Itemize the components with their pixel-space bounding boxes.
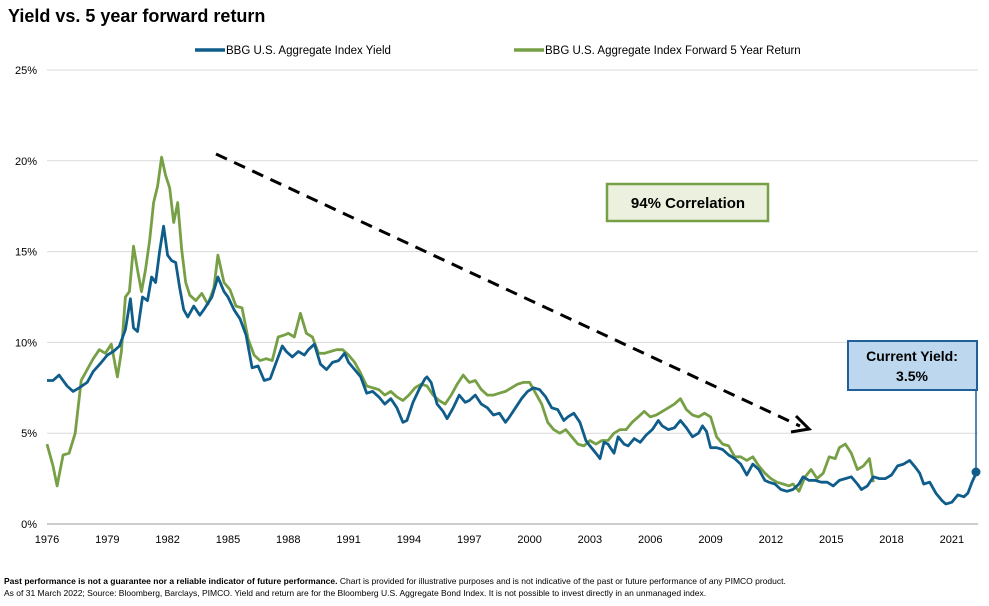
x-tick-label: 1979 <box>95 534 119 546</box>
x-tick-label: 1997 <box>457 534 481 546</box>
x-tick-label: 2021 <box>940 534 964 546</box>
legend: BBG U.S. Aggregate Index Yield BBG U.S. … <box>195 45 801 57</box>
current-yield-value: 3.5% <box>896 368 928 384</box>
x-tick-label: 1982 <box>155 534 179 546</box>
gridlines <box>47 69 978 434</box>
y-tick-label: 0% <box>21 519 37 531</box>
trend-arrow-line <box>215 152 801 428</box>
current-yield-marker <box>971 467 981 477</box>
y-tick-label: 20% <box>15 156 37 168</box>
legend-label-forward: BBG U.S. Aggregate Index Forward 5 Year … <box>545 45 801 57</box>
footer-disclaimer: Past performance is not a guarantee nor … <box>4 575 786 599</box>
x-tick-label: 2006 <box>638 534 662 546</box>
current-yield-callout <box>847 340 978 391</box>
x-tick-label: 1991 <box>336 534 360 546</box>
correlation-box <box>605 182 770 223</box>
footer-bold-text: Past performance is not a guarantee nor … <box>4 576 338 586</box>
series-line-yield <box>47 224 979 506</box>
x-tick-label: 1985 <box>216 534 240 546</box>
series-lines <box>45 155 979 506</box>
x-tick-label: 2003 <box>578 534 602 546</box>
footer-line-1: Past performance is not a guarantee nor … <box>4 575 786 587</box>
x-axis-tick-labels: 1976 1979 1982 1985 1988 1991 1994 1997 2000 2003… <box>35 534 964 546</box>
x-tick-label: 2015 <box>819 534 843 546</box>
legend-label-yield: BBG U.S. Aggregate Index Yield <box>226 45 391 57</box>
x-tick-label: 2012 <box>759 534 783 546</box>
current-yield-label: Current Yield: <box>866 348 958 364</box>
chart-title: Yield vs. 5 year forward return <box>8 6 266 26</box>
x-tick-label: 1976 <box>35 534 59 546</box>
x-tick-label: 2009 <box>698 534 722 546</box>
x-tick-label: 1988 <box>276 534 300 546</box>
footer-text-1: Chart is provided for illustrative purpo… <box>337 576 786 586</box>
x-tick-label: 1994 <box>397 534 421 546</box>
y-axis-tick-labels: 0% 5% 10% 15% 20% 25% <box>15 65 37 531</box>
y-tick-label: 15% <box>15 247 37 259</box>
y-tick-label: 5% <box>21 428 37 440</box>
x-tick-label: 2018 <box>879 534 903 546</box>
x-tick-label: 2000 <box>517 534 541 546</box>
trend-arrow-head <box>790 414 813 434</box>
footer-line-2: As of 31 March 2022; Source: Bloomberg, … <box>4 588 707 598</box>
y-tick-label: 25% <box>15 65 37 77</box>
series-line-forward <box>45 155 875 493</box>
correlation-label: 94% Correlation <box>631 195 745 212</box>
y-tick-label: 10% <box>15 337 37 349</box>
